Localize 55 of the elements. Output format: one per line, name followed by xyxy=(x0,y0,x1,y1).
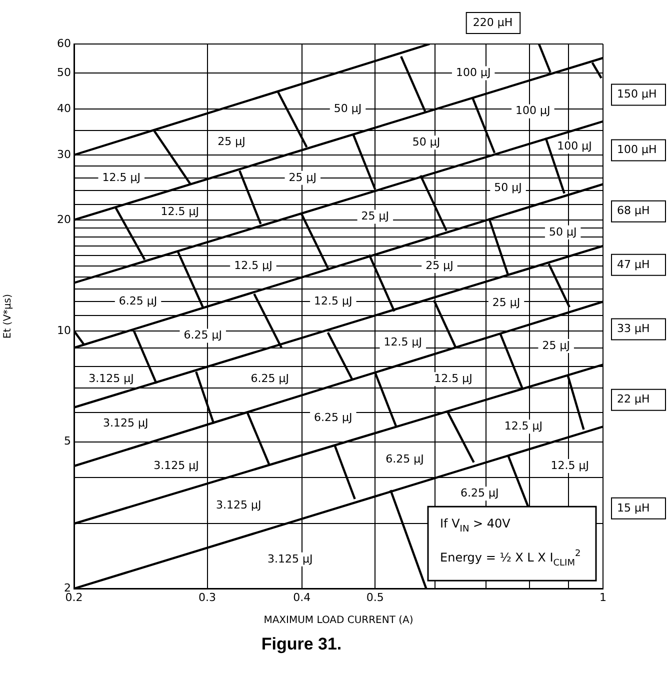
annotation: 6.25 μJ xyxy=(250,372,290,385)
annotation: 25 μJ xyxy=(361,210,390,223)
annotation: 12.5 μJ xyxy=(102,170,140,184)
annotation: 6.25 μJ xyxy=(460,486,499,500)
text: 47 μH xyxy=(617,258,650,271)
text: 15 μH xyxy=(617,501,650,514)
annotation: 12.5 μJ xyxy=(314,294,352,308)
annotation: 3.125 μJ xyxy=(154,458,199,472)
text: Figure 31. xyxy=(261,634,342,654)
annotation: 6.25 μJ xyxy=(184,328,222,342)
annotation: 3.125 μJ xyxy=(216,498,262,512)
annotation: 25 μJ xyxy=(426,258,454,272)
text: 100 μH xyxy=(617,143,657,156)
annotation: 6.25 μJ xyxy=(386,452,424,466)
annotation: 25 μJ xyxy=(218,135,246,148)
annotation: 3.125 μJ xyxy=(88,372,134,385)
annotation: 12.5 μJ xyxy=(550,458,589,472)
x-tick-label: 0.5 xyxy=(366,591,384,604)
y-tick-label: 50 xyxy=(57,66,71,80)
text: 150 μH xyxy=(617,88,657,101)
annotation: 50 μJ xyxy=(548,225,577,238)
y-tick-label: 10 xyxy=(57,324,71,337)
annotation: 12.5 μJ xyxy=(384,335,422,348)
text: 33 μH xyxy=(617,322,650,336)
annotation: 100 μJ xyxy=(557,140,592,153)
x-tick-label: 0.4 xyxy=(293,591,311,604)
annotation: 12.5 μJ xyxy=(504,419,543,432)
annotation: 6.25 μJ xyxy=(314,410,352,424)
text: 220 μH xyxy=(472,16,513,29)
annotation: 25 μJ xyxy=(542,338,570,352)
annotation: 25 μJ xyxy=(288,170,317,184)
annotation: 100 μJ xyxy=(516,104,550,118)
annotation: 3.125 μJ xyxy=(268,552,313,566)
y-tick-label: 5 xyxy=(64,434,71,448)
x-tick-label: 0.2 xyxy=(65,591,83,604)
annotation: 3.125 μJ xyxy=(102,416,148,430)
y-tick-label: 30 xyxy=(57,148,71,161)
annotation: 50 μJ xyxy=(412,136,440,149)
y-tick-label: 20 xyxy=(57,212,71,226)
x-tick-label: 1 xyxy=(600,591,606,604)
annotation: 50 μJ xyxy=(334,102,362,115)
text: 68 μH xyxy=(617,204,650,218)
y-tick-label: 40 xyxy=(57,102,71,115)
text: 22 μH xyxy=(617,392,650,406)
y-tick-label: 60 xyxy=(57,36,71,50)
annotation: 12.5 μJ xyxy=(434,372,472,385)
annotation: 25 μJ xyxy=(492,296,520,309)
annotation: 12.5 μJ xyxy=(160,204,199,218)
x-tick-label: 0.3 xyxy=(198,591,216,604)
annotation: 50 μJ xyxy=(494,180,522,194)
y-axis-title: Et (V*μs) xyxy=(2,294,14,339)
annotation: 100 μJ xyxy=(456,66,491,80)
x-axis-title: MAXIMUM LOAD CURRENT (A) xyxy=(264,615,414,626)
annotation: 6.25 μJ xyxy=(118,294,158,308)
annotation: 12.5 μJ xyxy=(234,258,272,272)
